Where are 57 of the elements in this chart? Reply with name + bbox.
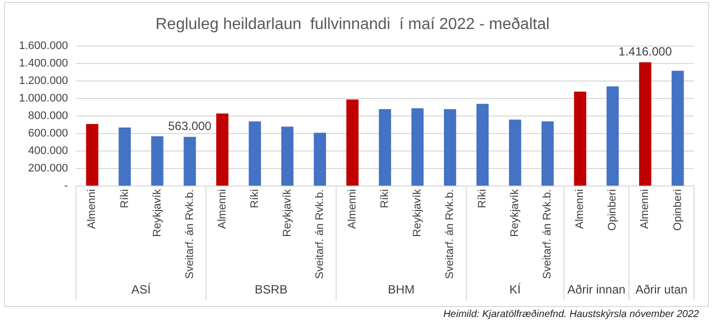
bar	[151, 136, 164, 186]
x-tick-label: Ríki	[379, 189, 391, 208]
y-tick-label: 200.000	[28, 162, 68, 175]
x-tick-label: Almenni	[574, 189, 586, 229]
bar	[411, 108, 424, 186]
bar	[476, 104, 489, 186]
text: BHM	[388, 282, 415, 296]
text: ASÍ	[131, 282, 152, 296]
bar	[281, 126, 294, 186]
x-tick-label: Almenni	[346, 189, 358, 229]
bar	[574, 92, 586, 186]
bar	[216, 114, 228, 186]
y-tick-label: 400.000	[28, 145, 68, 158]
text: BSRB	[254, 282, 288, 296]
x-tick-label: Reykjavík	[509, 188, 522, 237]
bar	[606, 86, 619, 186]
x-tick-label: Ríki	[248, 189, 261, 208]
x-tick-label: Ríki	[476, 189, 489, 208]
x-tick-label: Almenni	[639, 189, 652, 229]
x-tick-label: Sveitarf. án Rvk.b.	[184, 189, 196, 280]
bar	[314, 132, 326, 186]
y-tick-label: 600.000	[28, 128, 68, 140]
bar	[508, 120, 522, 186]
bar	[639, 62, 652, 186]
y-tick-label: 1.200.000	[19, 75, 68, 88]
bar	[184, 136, 196, 186]
x-tick-label: Almenni	[86, 189, 98, 229]
bar	[248, 121, 261, 186]
x-tick-label: Sveitarf. án Rvk.b.	[314, 189, 326, 280]
bar	[86, 124, 98, 186]
bar	[378, 109, 392, 186]
data-label: 1.416.000	[618, 44, 672, 59]
x-tick-label: Sveitarf. án Rvk.b.	[444, 189, 456, 280]
y-tick-label: 1.400.000	[19, 58, 68, 70]
x-tick-label: Ríki	[118, 189, 131, 208]
bar	[672, 70, 684, 186]
chart-title: Regluleg heildarlaun fullvinnandi í maí 2022 - meðaltal	[155, 16, 550, 34]
bar	[444, 109, 456, 186]
text: Heimild: Kjaratölfræðinefnd. Haustskýrsla nóvember 2022	[443, 309, 699, 320]
bar	[118, 128, 131, 186]
bar	[346, 100, 359, 186]
x-tick-label: Sveitarf. án Rvk.b.	[542, 189, 554, 280]
y-tick-label: 1.000.000	[19, 92, 68, 105]
text: Aðrir innan	[567, 282, 626, 296]
data-label: 563.000	[168, 119, 212, 134]
x-tick-label: Opinberi	[606, 189, 619, 231]
x-tick-label: Opinberi	[672, 189, 684, 231]
text: KÍ	[509, 282, 522, 296]
y-tick-label: 1.600.000	[19, 40, 68, 52]
x-tick-label: Reykjavík	[281, 188, 294, 237]
y-tick-label: -	[64, 180, 68, 192]
y-tick-label: 800.000	[28, 110, 68, 122]
x-tick-label: Reykjavík	[151, 188, 164, 237]
bar	[542, 121, 554, 186]
x-tick-label: Almenni	[216, 189, 228, 229]
x-tick-label: Reykjavík	[412, 188, 424, 237]
text: Aðrir utan	[635, 282, 688, 296]
